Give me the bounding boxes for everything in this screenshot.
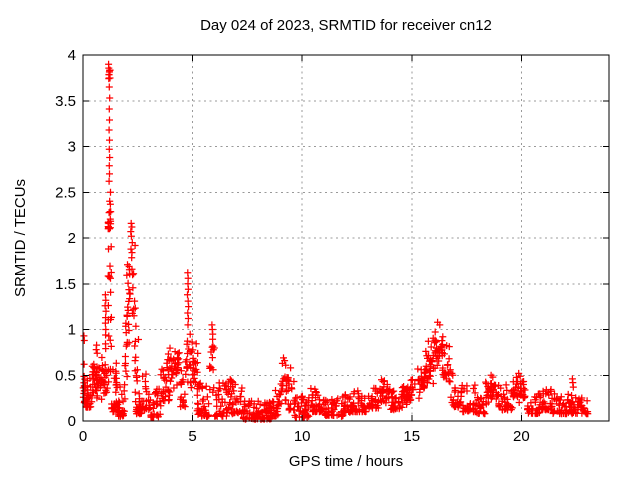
x-tick-label: 10 xyxy=(294,428,311,445)
y-tick-label: 0 xyxy=(68,413,76,430)
y-tick-label: 1.5 xyxy=(55,276,76,293)
y-axis-title: SRMTID / TECUs xyxy=(12,179,29,297)
x-tick-label: 5 xyxy=(188,428,196,445)
y-tick-label: 4 xyxy=(68,47,76,64)
axis-layer: 0 5 10 15 20 0 0.5 1 1.5 2 2.5 3 3.5 4 xyxy=(55,47,610,445)
y-tick-label: 3.5 xyxy=(55,93,76,110)
y-tick-label: 3 xyxy=(68,139,76,156)
grid-layer xyxy=(83,55,609,421)
y-tick-label: 2.5 xyxy=(55,184,76,201)
y-tick-label: 2 xyxy=(68,230,76,247)
y-tick-label: 0.5 xyxy=(55,367,76,384)
x-axis-title: GPS time / hours xyxy=(289,453,403,470)
y-tick-label: 1 xyxy=(68,322,76,339)
scatter-points xyxy=(79,60,592,423)
x-tick-label: 20 xyxy=(513,428,530,445)
data-layer xyxy=(79,60,592,423)
chart-title: Day 024 of 2023, SRMTID for receiver cn1… xyxy=(200,17,492,34)
x-tick-label: 15 xyxy=(403,428,420,445)
x-tick-label: 0 xyxy=(79,428,87,445)
